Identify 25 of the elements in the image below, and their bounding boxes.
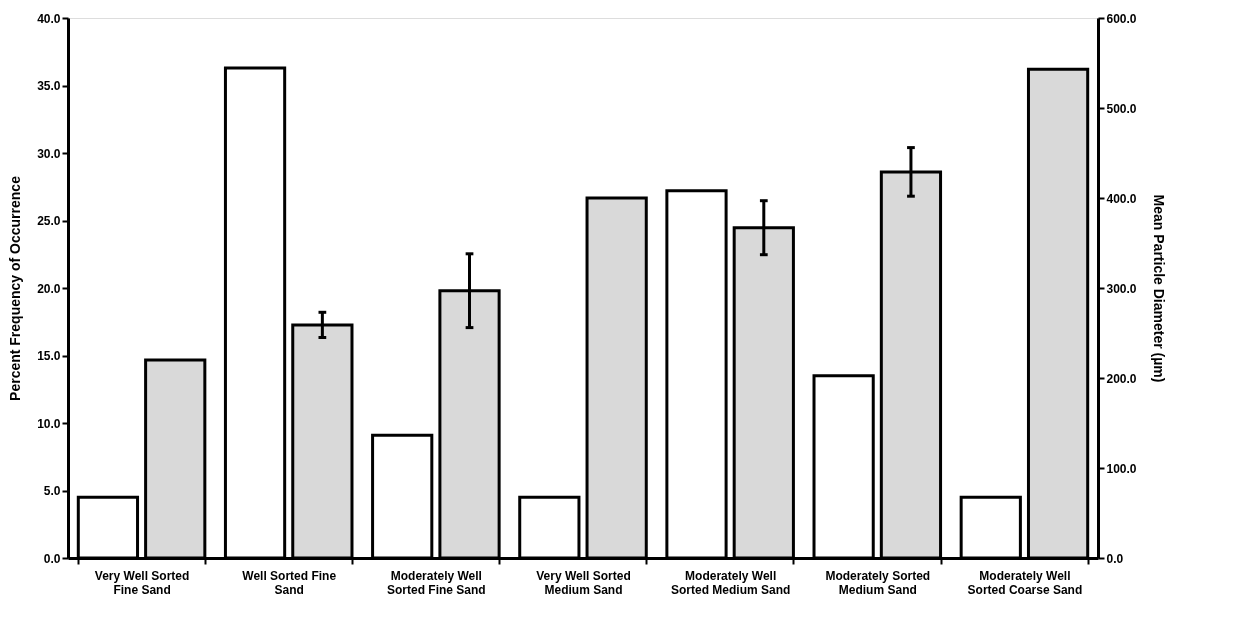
y-tick-label: 10.0: [37, 416, 61, 431]
x-tick-label: Moderately Sorted Medium Sand: [825, 568, 931, 597]
y2-tick-label: 100.0: [1106, 461, 1137, 476]
x-tick-label: Very Well Sorted Fine Sand: [94, 568, 190, 597]
x-tick-label: Moderately Well Sorted Coarse Sand: [967, 568, 1083, 597]
y-tick-label: 30.0: [37, 146, 61, 161]
y-tick-label: 25.0: [37, 214, 61, 228]
y2-tick-label: 300.0: [1106, 281, 1137, 296]
y2-tick-label: 600.0: [1106, 11, 1137, 26]
x-tick-label: Moderately Well Sorted Fine Sand: [387, 568, 486, 597]
x-tick-label: Very Well Sorted Medium Sand: [536, 568, 631, 597]
y2-tick-label: 500.0: [1106, 101, 1137, 116]
x-tick-label: Moderately Well Sorted Medium Sand: [670, 568, 791, 597]
y-tick-label: 20.0: [37, 281, 61, 296]
y2-tick-label: 0.0: [1106, 551, 1124, 566]
y-tick-label: 5.0: [43, 484, 61, 498]
y2-tick-label: 200.0: [1106, 371, 1137, 386]
y-tick-label: 40.0: [37, 11, 61, 26]
y-tick-label: 0.0: [43, 551, 61, 566]
y2-axis-title: Mean Particle Diameter (µm): [1150, 194, 1167, 383]
y-tick-label: 35.0: [37, 79, 61, 93]
y-tick-label: 15.0: [37, 349, 61, 363]
y-axis-title: Percent Frequency of Occurrence: [7, 175, 24, 401]
y2-tick-label: 400.0: [1106, 191, 1137, 206]
x-tick-label: Well Sorted Fine Sand: [242, 568, 337, 597]
